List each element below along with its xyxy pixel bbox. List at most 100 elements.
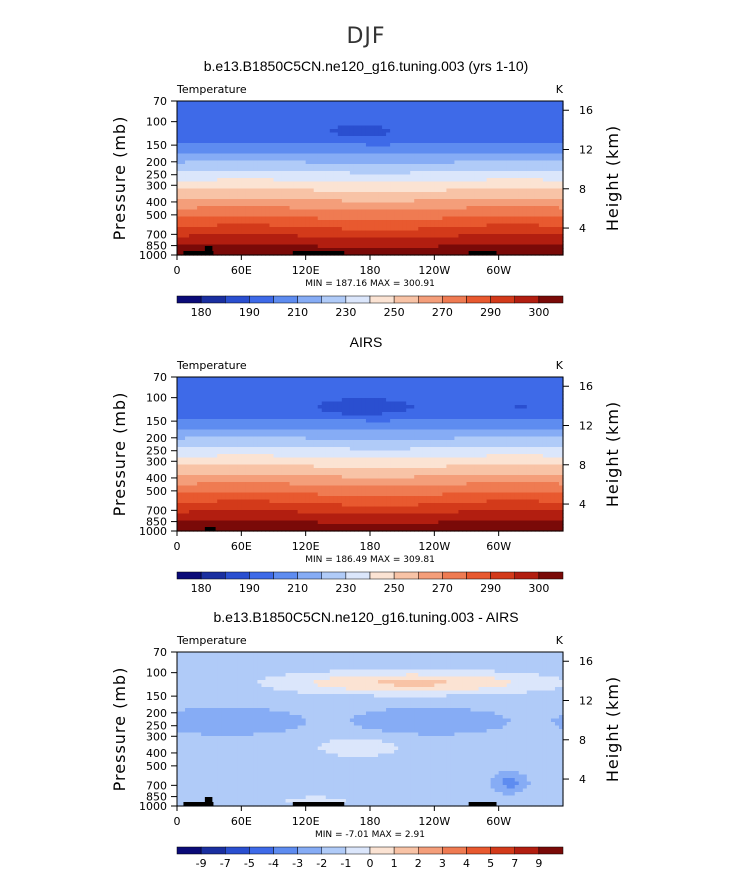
field-cell (233, 195, 238, 200)
field-cell (281, 206, 287, 211)
field-cell (526, 199, 532, 204)
field-cell (414, 178, 419, 183)
field-cell (438, 118, 443, 123)
field-cell (410, 199, 415, 204)
field-cell (197, 178, 202, 183)
field-cell (490, 216, 496, 221)
field-cell (554, 244, 560, 249)
field-cell (538, 125, 544, 130)
field-cell (522, 213, 528, 218)
field-cell (193, 129, 198, 134)
field-cell (181, 391, 186, 396)
field-cell (414, 181, 419, 186)
field-cell (221, 230, 226, 235)
field-cell (353, 115, 359, 120)
field-cell (502, 167, 508, 172)
field-cell (418, 167, 423, 172)
field-cell (382, 129, 387, 134)
field-cell (542, 220, 548, 225)
field-cell (414, 391, 419, 396)
field-cell (185, 111, 190, 116)
field-cell (209, 111, 214, 116)
field-cell (257, 111, 263, 116)
field-cell (502, 139, 508, 144)
field-cell (213, 244, 218, 249)
field-cell (177, 237, 182, 242)
field-cell (321, 234, 327, 239)
field-cell (329, 118, 335, 123)
field-cell (490, 192, 496, 197)
field-cell (337, 122, 343, 127)
field-cell (249, 387, 254, 392)
field-cell (526, 398, 532, 403)
field-cell (466, 241, 472, 246)
field-cell (237, 129, 242, 134)
field-cell (221, 234, 226, 239)
field-cell (325, 136, 331, 141)
field-cell (374, 136, 379, 141)
field-cell (293, 398, 299, 403)
field-cell (542, 157, 548, 162)
field-cell (253, 248, 259, 253)
field-cell (378, 384, 383, 389)
field-cell (333, 146, 339, 151)
field-cell (378, 108, 383, 113)
field-cell (506, 136, 512, 141)
field-cell (526, 108, 532, 113)
field-cell (297, 132, 303, 137)
field-cell (422, 160, 427, 165)
field-cell (390, 129, 395, 134)
field-cell (506, 122, 512, 127)
field-cell (510, 199, 516, 204)
field-cell (285, 241, 291, 246)
field-cell (321, 244, 327, 249)
field-cell (329, 185, 335, 190)
field-cell (221, 394, 226, 399)
field-cell (181, 157, 186, 162)
field-cell (558, 104, 564, 109)
field-cell (289, 241, 295, 246)
field-cell (374, 192, 379, 197)
field-cell (550, 202, 556, 207)
field-cell (454, 104, 460, 109)
field-cell (357, 188, 363, 193)
field-cell (394, 220, 399, 225)
field-cell (189, 216, 194, 221)
field-cell (253, 125, 259, 130)
field-cell (337, 174, 343, 179)
field-cell (337, 181, 343, 186)
field-cell (458, 237, 464, 242)
field-cell (301, 115, 307, 120)
field-cell (446, 157, 452, 162)
field-cell (370, 251, 375, 256)
field-cell (221, 153, 226, 158)
field-cell (374, 202, 379, 207)
field-cell (361, 153, 367, 158)
field-cell (209, 153, 214, 158)
field-cell (333, 125, 339, 130)
field-cell (225, 216, 230, 221)
field-cell (438, 244, 443, 249)
field-cell (430, 241, 435, 246)
field-cell (554, 122, 560, 127)
field-cell (478, 384, 484, 389)
field-cell (281, 181, 287, 186)
field-cell (357, 101, 363, 106)
field-cell (478, 380, 484, 385)
field-cell (422, 143, 427, 148)
field-cell (345, 125, 351, 130)
field-cell (341, 248, 347, 253)
field-cell (257, 101, 263, 106)
field-cell (498, 377, 504, 382)
field-cell (313, 223, 319, 228)
field-cell (450, 227, 456, 232)
field-cell (558, 125, 564, 130)
field-cell (333, 216, 339, 221)
field-cell (353, 150, 359, 155)
field-cell (458, 181, 464, 186)
field-cell (558, 171, 564, 176)
field-cell (502, 251, 508, 256)
field-cell (450, 384, 456, 389)
field-cell (269, 384, 275, 389)
field-cell (349, 213, 355, 218)
